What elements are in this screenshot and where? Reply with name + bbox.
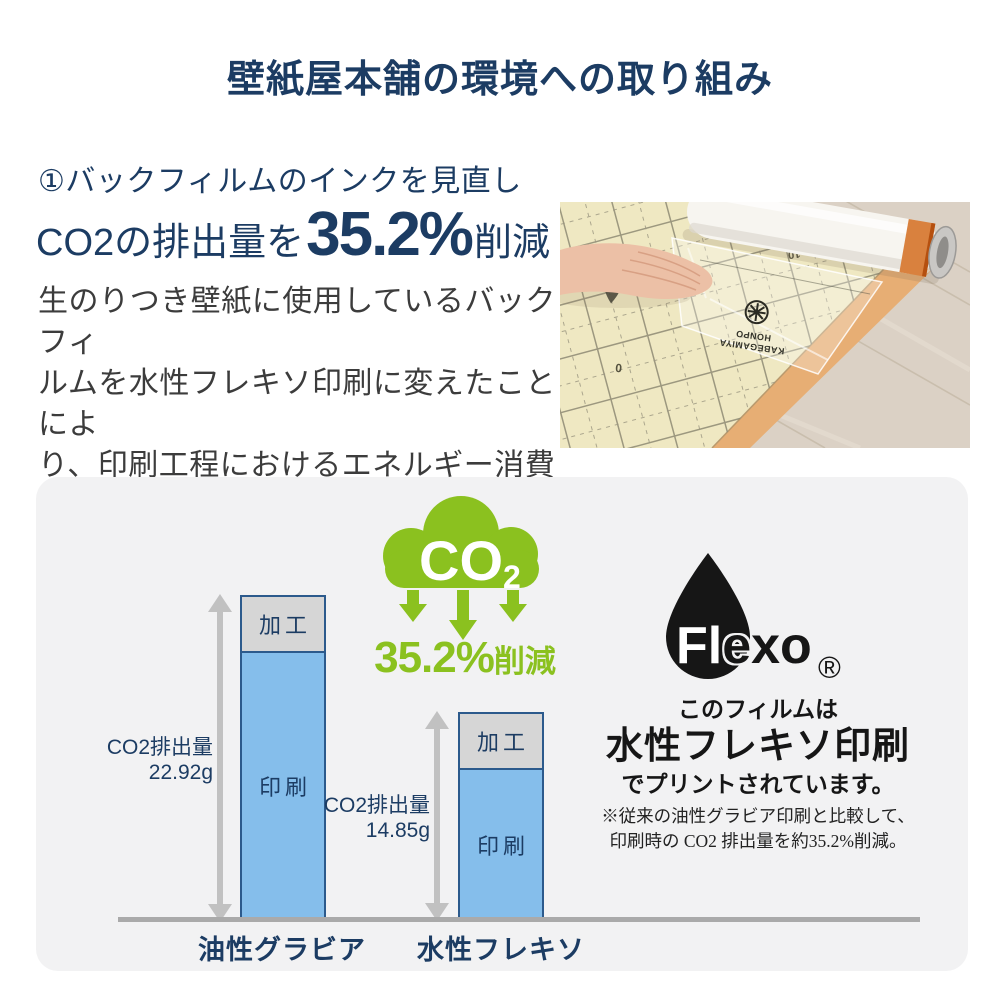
page-title: 壁紙屋本舗の環境への取り組み <box>226 59 773 101</box>
photo-grid-number: 0 <box>615 361 623 375</box>
film-claim-line3: でプリントされています。 <box>621 771 895 797</box>
amount-label-oil-gravure: CO2排出量 22.92g <box>88 735 213 785</box>
infographic-panel: CO2 35.2%削減 加工 印刷 加工 <box>36 477 968 971</box>
bar-segment-printing: 印刷 <box>460 770 542 919</box>
segment-label: 印刷 <box>258 775 311 800</box>
film-claim-line1: このフィルムは <box>677 696 839 722</box>
co2-reduction-claim: CO2の排出量を35.2%削減 <box>36 204 550 266</box>
registered-mark: ® <box>818 650 841 685</box>
category-label-oil-gravure: 油性グラビア <box>198 935 366 965</box>
bar-oil-gravure: 加工 印刷 <box>240 595 326 921</box>
dimension-arrow-left <box>208 594 232 922</box>
amount-value: 14.85g <box>365 819 430 842</box>
flexo-logo: Flexo ® <box>658 550 873 690</box>
down-arrow-icon <box>499 590 527 622</box>
co2-icon-text: CO <box>419 529 503 592</box>
claim-suffix: 削減 <box>473 222 550 264</box>
footnote: ※従来の油性グラビア印刷と比較して、 印刷時の CO2 排出量を約35.2%削減… <box>601 806 915 851</box>
dimension-arrow-right <box>425 711 449 921</box>
amount-title: CO2排出量 <box>106 736 213 759</box>
claim-percent: 35.2% <box>306 200 474 269</box>
category-label-water-flexo: 水性フレキソ <box>417 935 585 965</box>
film-claim-line2: 水性フレキソ印刷 <box>606 725 910 766</box>
down-arrow-icon <box>399 590 427 622</box>
claim-prefix: CO2の排出量を <box>36 222 305 264</box>
reduction-suffix: 削減 <box>493 644 556 679</box>
reduction-label: 35.2%削減 <box>340 636 590 680</box>
amount-title: CO2排出量 <box>323 794 430 817</box>
bar-water-flexo: 加工 印刷 <box>458 712 544 921</box>
x-axis-line <box>118 917 920 922</box>
svg-text:CO2: CO2 <box>419 529 521 595</box>
hand <box>560 243 713 308</box>
bar-segment-processing: 加工 <box>242 597 324 653</box>
wordmark-fl: Fl <box>676 617 723 675</box>
segment-label: 加工 <box>476 730 529 755</box>
drop-icon <box>666 553 750 679</box>
segment-label: 印刷 <box>476 833 529 859</box>
sheet-orange-edge <box>712 247 937 448</box>
amount-label-water-flexo: CO2排出量 14.85g <box>305 793 430 843</box>
amount-value: 22.92g <box>148 761 213 784</box>
wallpaper-roll <box>682 202 957 285</box>
wordmark-exo: exo <box>722 617 812 675</box>
reduction-percent: 35.2% <box>374 633 495 682</box>
film-stamp-text: HONPO <box>735 328 772 343</box>
co2-cloud-icon: CO2 <box>383 496 539 640</box>
film-claim: このフィルムは 水性フレキソ印刷 でプリントされています。 <box>600 694 916 800</box>
co2-icon-subscript: 2 <box>503 559 521 595</box>
product-photo: 10 0 <box>560 202 970 448</box>
down-arrow-icon <box>449 590 477 640</box>
flexo-wordmark: Flexo <box>676 620 812 672</box>
segment-label: 加工 <box>258 613 311 638</box>
bar-segment-printing: 印刷 <box>242 653 324 919</box>
section-heading: ①バックフィルムのインクを見直し <box>38 165 522 198</box>
bar-segment-processing: 加工 <box>460 714 542 770</box>
